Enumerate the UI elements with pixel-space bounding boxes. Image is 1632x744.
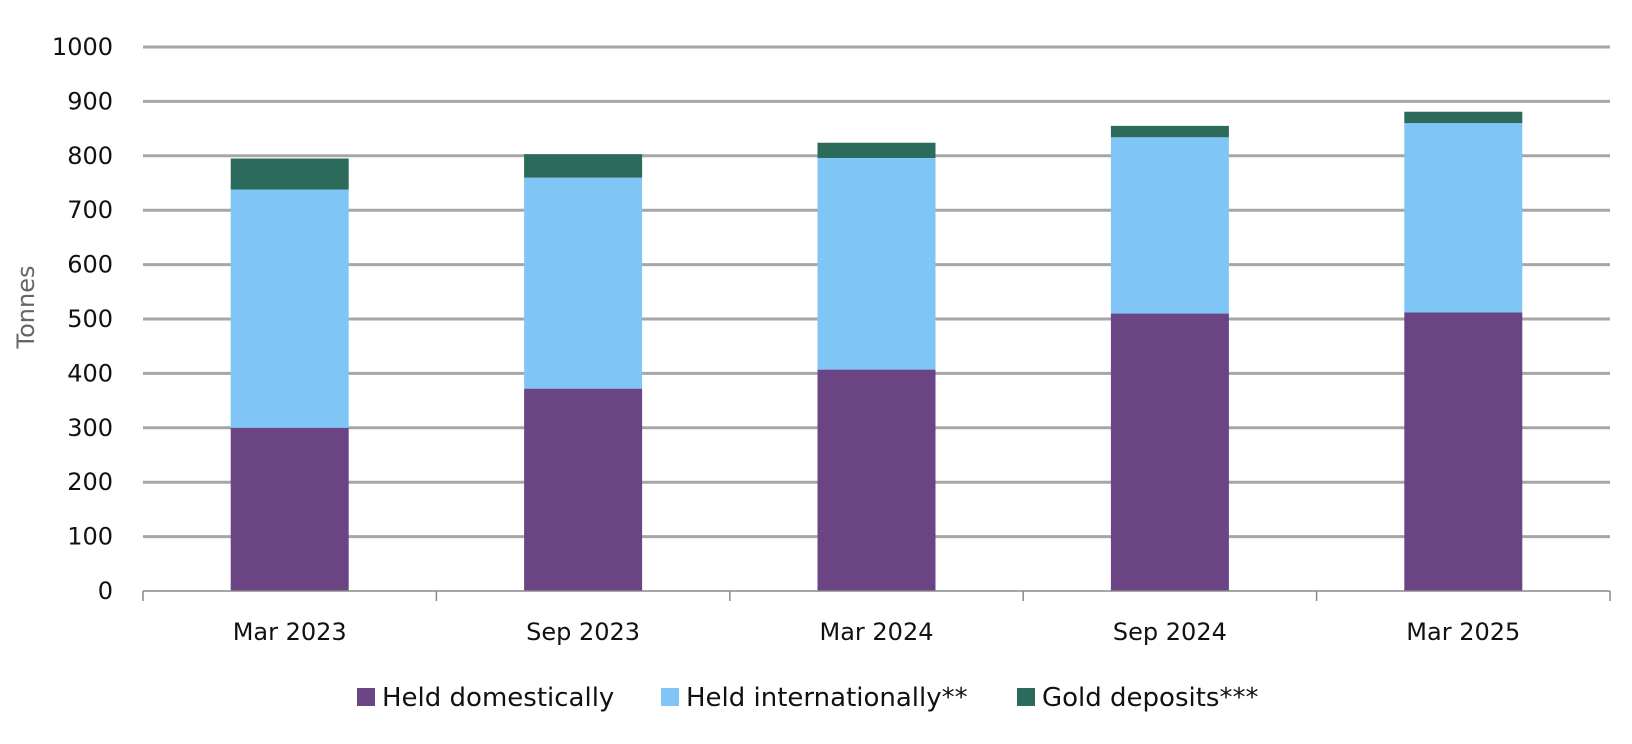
- y-axis-ticks: 0 100 200 300 400 500 600 700 800 900 1000: [52, 33, 113, 605]
- y-tick-label: 300: [67, 414, 113, 442]
- bar-stack: [817, 142, 936, 591]
- legend-item: Gold deposits***: [1017, 683, 1258, 713]
- bar-stack: [1404, 111, 1523, 591]
- y-tick-label: 500: [67, 305, 113, 333]
- bar-segment: [1110, 125, 1229, 138]
- bar-stack: [230, 158, 349, 591]
- y-axis-label: Tonnes: [12, 266, 40, 350]
- x-tick-label: Sep 2023: [526, 618, 640, 646]
- y-tick-label: 100: [67, 523, 113, 551]
- legend: Held domestically Held internationally** G…: [357, 683, 1258, 713]
- bar-stack: [1110, 125, 1229, 591]
- bar-segment: [524, 388, 643, 591]
- bar-segment: [1404, 123, 1523, 313]
- legend-label: Held domestically: [382, 683, 614, 713]
- y-tick-label: 800: [67, 142, 113, 170]
- x-tick-label: Mar 2025: [1406, 618, 1520, 646]
- bar-segment: [1404, 111, 1523, 124]
- legend-label: Gold deposits***: [1042, 683, 1258, 713]
- bar-segment: [1404, 312, 1523, 591]
- legend-swatch: [661, 688, 679, 706]
- bar-segment: [817, 142, 936, 158]
- bar-stack: [524, 154, 643, 591]
- y-tick-label: 600: [67, 251, 113, 279]
- y-tick-label: 400: [67, 359, 113, 387]
- y-tick-label: 0: [98, 577, 113, 605]
- bar-segment: [1110, 313, 1229, 591]
- legend-swatch: [357, 688, 375, 706]
- bar-segment: [230, 189, 349, 428]
- y-tick-label: 900: [67, 87, 113, 115]
- bar-segment: [230, 158, 349, 190]
- x-axis: Mar 2023 Sep 2023 Mar 2024 Sep 2024 Mar 2025: [142, 590, 1611, 646]
- x-tick-label: Sep 2024: [1113, 618, 1227, 646]
- legend-item: Held domestically: [357, 683, 614, 713]
- bar-segment: [230, 427, 349, 591]
- y-tick-label: 200: [67, 468, 113, 496]
- legend-item: Held internationally**: [661, 683, 968, 713]
- y-tick-label: 700: [67, 196, 113, 224]
- legend-swatch: [1017, 688, 1035, 706]
- bar-segment: [817, 369, 936, 591]
- bars: [230, 111, 1523, 591]
- bar-segment: [1110, 137, 1229, 314]
- x-tick-label: Mar 2023: [233, 618, 347, 646]
- y-tick-label: 1000: [52, 33, 113, 61]
- bar-segment: [524, 154, 643, 178]
- bar-segment: [524, 177, 643, 389]
- legend-label: Held internationally**: [686, 683, 968, 713]
- x-tick-label: Mar 2024: [820, 618, 934, 646]
- bar-segment: [817, 157, 936, 370]
